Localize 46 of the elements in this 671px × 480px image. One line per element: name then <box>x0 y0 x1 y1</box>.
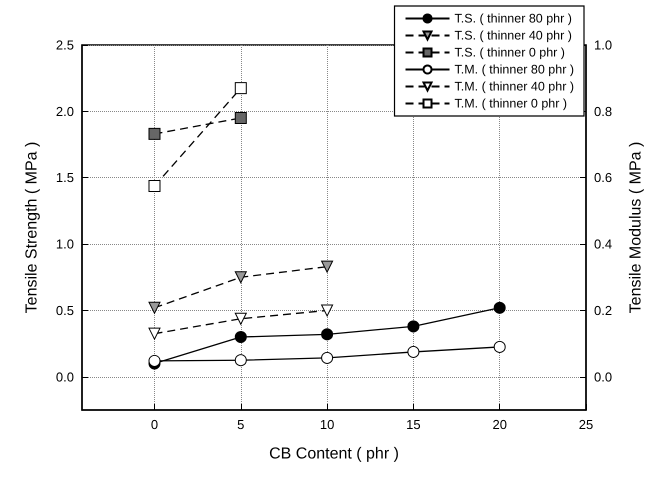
legend-label: T.M. ( thinner 40 phr ) <box>454 80 574 94</box>
y-tick-label: 2.0 <box>56 104 74 119</box>
point <box>234 82 247 94</box>
y2-tick-label: 1.0 <box>594 38 612 52</box>
point <box>148 302 160 314</box>
point <box>407 320 420 332</box>
legend-label: T.S. ( thinner 80 phr ) <box>454 12 572 26</box>
x-tick-label: 15 <box>406 417 421 432</box>
y2-tick-label: 0.8 <box>594 104 612 119</box>
x-tick-label: 10 <box>320 417 334 432</box>
y2-tick-label: 0.4 <box>594 236 612 252</box>
x-axis-title: CB Content ( phr ) <box>269 446 399 462</box>
y-tick-label: 1.0 <box>56 236 74 252</box>
y-tick-label: 0.0 <box>56 369 74 384</box>
y-tick-label: 1.5 <box>56 170 74 186</box>
y-tick-label: 2.5 <box>56 38 74 52</box>
point <box>148 328 160 340</box>
point <box>321 260 334 273</box>
legend-label: T.M. ( thinner 0 phr ) <box>454 96 568 110</box>
point <box>321 304 334 316</box>
legend-label: T.S. ( thinner 40 phr ) <box>454 28 572 42</box>
x-tick-label: 5 <box>237 417 244 432</box>
point <box>234 271 247 284</box>
x-tick-label: 0 <box>150 417 158 432</box>
legend-label: T.S. ( thinner 0 phr ) <box>454 46 565 60</box>
legend-label: T.M. ( thinner 80 phr ) <box>454 62 574 76</box>
point <box>494 340 506 353</box>
point <box>494 302 506 314</box>
point <box>321 352 334 364</box>
y2-tick-label: 0.6 <box>594 170 612 186</box>
y-axis-title: Tensile Strength ( MPa ) <box>24 142 40 314</box>
point <box>321 328 334 340</box>
point <box>234 312 247 325</box>
y2-tick-label: 0.2 <box>594 302 612 318</box>
y2-tick-label: 0.0 <box>594 369 612 384</box>
y-tick-label: 0.5 <box>56 302 74 318</box>
point <box>234 331 247 343</box>
point <box>234 112 247 124</box>
point <box>407 346 420 358</box>
x-tick-label: 25 <box>578 417 594 432</box>
point <box>234 354 247 366</box>
x-tick-label: 20 <box>492 417 507 432</box>
point <box>148 128 160 140</box>
y2-axis-title: Tensile Modulus ( MPa ) <box>628 142 644 314</box>
point <box>148 354 160 367</box>
point <box>148 180 160 192</box>
